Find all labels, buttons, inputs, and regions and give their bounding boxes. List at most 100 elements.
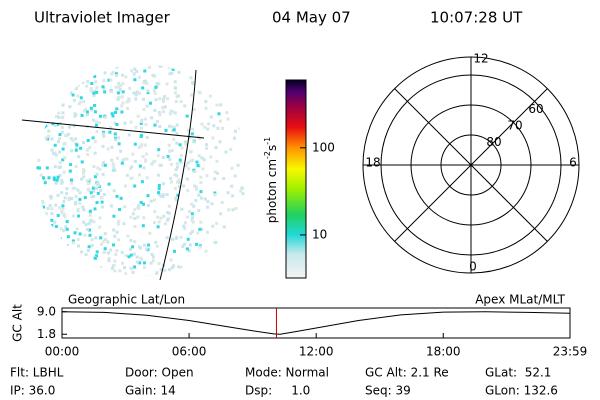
- pixel: [40, 254, 44, 258]
- pixel: [171, 129, 174, 133]
- pixel: [208, 271, 212, 275]
- pixel: [44, 212, 48, 216]
- pixel: [203, 197, 207, 201]
- pixel: [93, 140, 97, 144]
- pixel: [155, 82, 159, 85]
- pixel: [193, 266, 197, 270]
- pixel: [66, 235, 70, 239]
- pixel: [69, 265, 73, 269]
- pixel: [183, 270, 187, 274]
- pixel: [93, 256, 97, 260]
- pixel: [238, 81, 242, 85]
- pixel: [179, 235, 183, 239]
- pixel: [117, 85, 121, 89]
- pixel: [158, 163, 162, 167]
- hour-label: 12: [473, 52, 488, 66]
- pixel: [53, 220, 57, 224]
- pixel: [234, 206, 238, 210]
- pixel: [200, 227, 204, 231]
- pixel: [41, 210, 45, 214]
- pixel: [180, 272, 184, 276]
- pixel: [179, 154, 183, 157]
- pixel: [133, 240, 137, 244]
- pixel: [235, 85, 238, 89]
- y-tick-label: 9.0: [37, 304, 56, 318]
- pixel: [103, 90, 107, 94]
- pixel: [120, 104, 124, 108]
- pixel: [101, 161, 105, 164]
- pixel: [38, 205, 42, 209]
- pixel: [159, 268, 163, 272]
- pixel: [148, 231, 152, 235]
- pixel: [147, 243, 151, 247]
- pixel: [45, 166, 49, 170]
- pixel: [152, 198, 156, 202]
- pixel: [86, 187, 90, 191]
- pixel: [168, 157, 172, 161]
- pixel: [205, 174, 209, 178]
- pixel: [129, 253, 133, 257]
- pixel: [189, 159, 193, 163]
- pixel: [111, 114, 115, 118]
- pixel: [123, 266, 126, 270]
- pixel: [128, 86, 132, 90]
- pixel: [213, 193, 217, 197]
- pixel: [63, 215, 67, 219]
- pixel: [127, 99, 131, 103]
- pixel: [181, 244, 185, 248]
- pixel: [68, 270, 72, 274]
- pixel: [91, 73, 94, 76]
- pixel: [68, 279, 71, 282]
- pixel: [91, 277, 94, 280]
- pixel: [157, 82, 161, 86]
- pixel: [65, 227, 69, 231]
- pixel: [95, 172, 99, 176]
- pixel: [184, 221, 187, 225]
- pixel: [180, 207, 184, 211]
- pixel: [125, 100, 129, 104]
- pixel: [36, 271, 40, 275]
- pixel: [43, 261, 47, 265]
- status-field: Door: Open: [125, 366, 194, 380]
- pixel: [95, 90, 99, 94]
- pixel: [218, 119, 222, 123]
- pixel: [107, 256, 111, 260]
- pixel: [210, 202, 214, 206]
- pixel: [184, 140, 187, 144]
- pixel: [112, 189, 116, 193]
- pixel: [211, 224, 215, 228]
- pixel: [60, 181, 64, 185]
- pixel: [173, 249, 176, 253]
- pixel: [113, 259, 117, 263]
- pixel: [139, 144, 143, 148]
- pixel: [238, 220, 242, 224]
- pixel: [185, 247, 189, 251]
- pixel: [144, 79, 148, 83]
- pixel: [44, 270, 48, 274]
- pixel: [118, 269, 122, 273]
- pixel: [133, 208, 137, 212]
- pixel: [172, 128, 176, 132]
- pixel: [39, 126, 43, 130]
- pixel: [143, 69, 147, 73]
- pixel: [110, 112, 114, 116]
- pixel: [149, 199, 153, 203]
- pixel: [92, 165, 96, 168]
- pixel: [177, 265, 181, 269]
- pixel: [57, 239, 61, 243]
- pixel: [73, 112, 77, 116]
- pixel: [109, 78, 113, 82]
- pixel: [95, 250, 99, 254]
- pixel: [40, 87, 44, 91]
- pixel: [39, 173, 43, 177]
- pixel: [68, 272, 72, 276]
- pixel: [220, 84, 224, 88]
- pixel: [170, 162, 173, 166]
- pixel: [122, 222, 126, 226]
- pixel: [92, 189, 96, 193]
- pixel: [161, 97, 165, 101]
- pixel: [153, 159, 157, 163]
- pixel: [91, 186, 95, 190]
- pixel: [227, 208, 231, 212]
- pixel: [161, 106, 165, 110]
